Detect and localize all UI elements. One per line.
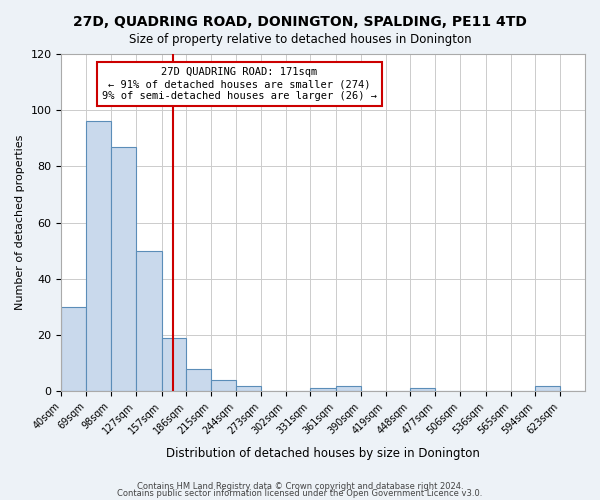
Bar xyxy=(86,122,111,392)
X-axis label: Distribution of detached houses by size in Donington: Distribution of detached houses by size … xyxy=(166,447,480,460)
Text: Contains public sector information licensed under the Open Government Licence v3: Contains public sector information licen… xyxy=(118,490,482,498)
Bar xyxy=(535,386,560,392)
Text: 27D, QUADRING ROAD, DONINGTON, SPALDING, PE11 4TD: 27D, QUADRING ROAD, DONINGTON, SPALDING,… xyxy=(73,15,527,29)
Bar xyxy=(310,388,336,392)
Bar xyxy=(236,386,261,392)
Text: 27D QUADRING ROAD: 171sqm
← 91% of detached houses are smaller (274)
9% of semi-: 27D QUADRING ROAD: 171sqm ← 91% of detac… xyxy=(102,68,377,100)
Y-axis label: Number of detached properties: Number of detached properties xyxy=(15,135,25,310)
Bar xyxy=(187,369,211,392)
Bar xyxy=(211,380,236,392)
Bar xyxy=(111,146,136,392)
Bar xyxy=(410,388,435,392)
Bar xyxy=(61,307,86,392)
Text: Size of property relative to detached houses in Donington: Size of property relative to detached ho… xyxy=(128,32,472,46)
Bar xyxy=(136,250,161,392)
Text: Contains HM Land Registry data © Crown copyright and database right 2024.: Contains HM Land Registry data © Crown c… xyxy=(137,482,463,491)
Bar xyxy=(161,338,187,392)
Bar xyxy=(336,386,361,392)
